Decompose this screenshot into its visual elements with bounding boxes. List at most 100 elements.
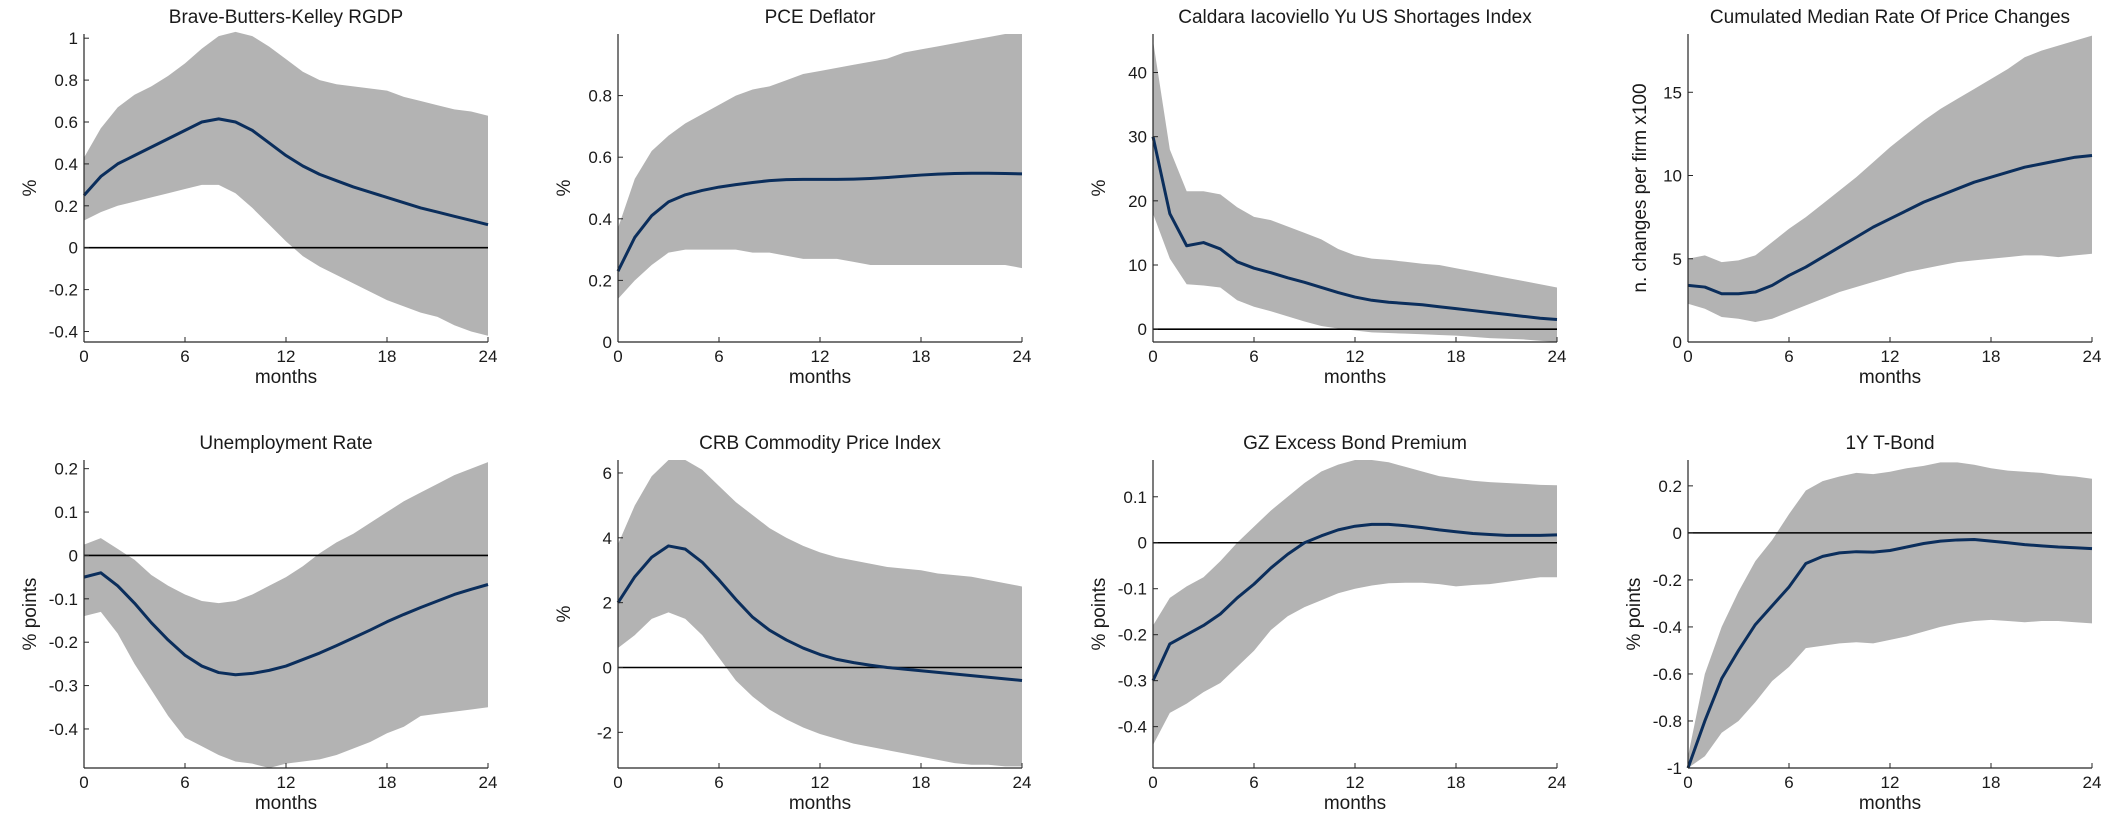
median-response-line (1686, 537, 2093, 769)
confidence-band (618, 460, 1022, 767)
x-tick-label: 6 (714, 347, 723, 366)
y-tick-label: 0 (69, 546, 78, 565)
y-tick-label: 0.2 (1658, 477, 1682, 496)
x-tick-label: 24 (479, 773, 498, 792)
panel-3: 0 6 12 18 24 0 10 20 30 40 Caldara Iacoviello Yu U… (1089, 7, 1566, 388)
y-axis-label: % points (20, 578, 41, 651)
y-tick-label: 0 (603, 658, 612, 677)
y-tick-label: -0.8 (1653, 712, 1682, 731)
x-axis-label: months (1324, 793, 1386, 814)
panel-title: CRB Commodity Price Index (699, 433, 941, 454)
panel-title: Cumulated Median Rate Of Price Changes (1710, 7, 2070, 28)
x-tick-label: 6 (180, 347, 189, 366)
y-axis-label: % points (1089, 578, 1110, 651)
y-tick-label: -0.2 (1118, 626, 1147, 645)
x-tick-label: 0 (613, 347, 622, 366)
x-tick-label: 24 (2083, 347, 2102, 366)
y-tick-label: 0.8 (588, 87, 612, 106)
x-tick-label: 12 (811, 773, 830, 792)
confidence-band (1688, 462, 2092, 768)
y-tick-label: 0 (69, 239, 78, 258)
x-tick-label: 12 (811, 347, 830, 366)
y-tick-label: -0.6 (1653, 665, 1682, 684)
median-response-line (1151, 522, 1558, 682)
panel-7: 0 6 12 18 24 -0.4 -0.3 -0.2 -0.1 0 0.1 GZ Excess Bo… (1089, 433, 1566, 814)
x-tick-label: 0 (79, 773, 88, 792)
x-tick-label: 18 (1982, 773, 2001, 792)
y-axis-label: % (1089, 179, 1110, 196)
median-response-line (616, 171, 1023, 272)
y-tick-label: 40 (1128, 64, 1147, 83)
x-tick-label: 12 (1881, 773, 1900, 792)
y-tick-label: 0.1 (54, 503, 78, 522)
x-tick-label: 0 (1148, 773, 1157, 792)
x-tick-label: 24 (1013, 773, 1032, 792)
y-axis-label: % points (1624, 578, 1645, 651)
y-tick-label: -2 (597, 723, 612, 742)
x-tick-label: 12 (1346, 773, 1365, 792)
y-tick-label: -0.4 (1653, 618, 1682, 637)
y-tick-label: 0.1 (1123, 488, 1147, 507)
y-tick-label: 0 (1138, 534, 1147, 553)
y-tick-label: -1 (1667, 759, 1682, 778)
y-axis-label: n. changes per firm x100 (1630, 83, 1651, 292)
x-tick-label: 24 (1548, 773, 1567, 792)
y-tick-label: -0.4 (1118, 718, 1147, 737)
x-tick-label: 18 (1447, 347, 1466, 366)
y-tick-label: 0 (1138, 320, 1147, 339)
panel-title: 1Y T-Bond (1845, 433, 1934, 454)
confidence-band (1688, 35, 2092, 323)
x-axis-label: months (1859, 367, 1921, 388)
y-tick-label: 4 (603, 529, 612, 548)
x-tick-label: 12 (1346, 347, 1365, 366)
y-tick-label: -0.2 (1653, 571, 1682, 590)
x-tick-label: 0 (613, 773, 622, 792)
x-tick-label: 0 (1683, 773, 1692, 792)
y-tick-label: 0.2 (54, 460, 78, 479)
x-axis-label: months (255, 793, 317, 814)
y-tick-label: 0.6 (588, 148, 612, 167)
panel-title: GZ Excess Bond Premium (1243, 433, 1467, 454)
x-axis-label: months (1324, 367, 1386, 388)
y-tick-label: 5 (1673, 250, 1682, 269)
median-response-line (83, 571, 489, 677)
x-tick-label: 18 (378, 773, 397, 792)
y-tick-label: 10 (1663, 167, 1682, 186)
y-axis-label: % (20, 179, 41, 196)
x-axis-label: months (789, 793, 851, 814)
y-tick-label: 1 (69, 29, 78, 48)
confidence-band (84, 31, 488, 336)
y-tick-label: 0 (1673, 333, 1682, 352)
x-tick-label: 0 (1683, 347, 1692, 366)
y-tick-label: 15 (1663, 83, 1682, 102)
y-tick-label: 20 (1128, 192, 1147, 211)
y-tick-label: 0.6 (54, 113, 78, 132)
x-tick-label: 24 (1548, 347, 1567, 366)
panel-8: 0 6 12 18 24 -1 -0.8 -0.6 -0.4 -0.2 0 0.2 1Y T-Bond m… (1624, 433, 2101, 814)
x-tick-label: 0 (79, 347, 88, 366)
x-tick-label: 24 (479, 347, 498, 366)
x-tick-label: 18 (912, 773, 931, 792)
y-tick-label: 0 (1673, 524, 1682, 543)
panel-title: Unemployment Rate (199, 433, 372, 454)
y-tick-label: -0.3 (1118, 672, 1147, 691)
y-tick-label: 0.4 (54, 155, 78, 174)
y-tick-label: 10 (1128, 256, 1147, 275)
median-response-line (82, 117, 489, 227)
y-tick-label: -0.3 (49, 677, 78, 696)
x-tick-label: 6 (1784, 347, 1793, 366)
x-tick-label: 18 (1447, 773, 1466, 792)
panel-title: Brave-Butters-Kelley RGDP (169, 7, 403, 28)
median-response-line (1151, 136, 1558, 322)
y-tick-label: 2 (603, 594, 612, 613)
y-tick-label: 0.2 (588, 271, 612, 290)
confidence-band (618, 34, 1022, 299)
x-tick-label: 0 (1148, 347, 1157, 366)
x-tick-label: 18 (378, 347, 397, 366)
y-tick-label: 30 (1128, 128, 1147, 147)
y-tick-label: -0.2 (49, 633, 78, 652)
x-tick-label: 6 (1249, 773, 1258, 792)
x-axis-label: months (789, 367, 851, 388)
